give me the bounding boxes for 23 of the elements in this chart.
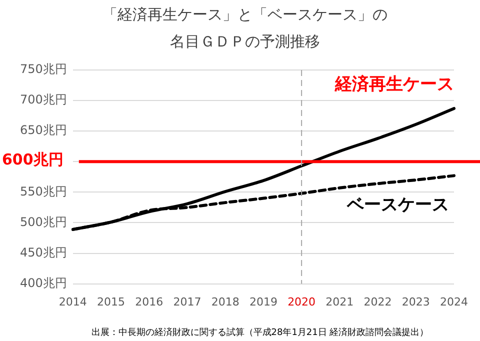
chart-title: 「経済再生ケース」と「ベースケース」の名目ＧＤＰの予測推移: [102, 5, 388, 50]
series-label: ベースケース: [346, 195, 450, 216]
x-tick-label: 2024: [440, 295, 468, 308]
y-tick-label: 550兆円: [20, 184, 67, 198]
y-tick-label: 400兆円: [20, 276, 67, 290]
y-tick-label: 750兆円: [20, 62, 67, 76]
y-tick-label: 650兆円: [20, 123, 67, 138]
x-tick-label: 2020: [288, 295, 316, 308]
y-tick-label: 500兆円: [20, 214, 67, 229]
x-tick-label: 2015: [97, 295, 126, 308]
x-tick-label: 2022: [364, 295, 392, 308]
x-tick-label: 2017: [173, 295, 202, 308]
x-tick-label: 2016: [135, 295, 164, 308]
x-tick-label: 2019: [249, 295, 278, 308]
annotation: 経済再生ケース: [334, 74, 454, 94]
text: 出展：中長期の経済財政に関する試算（平成28年1月21日 経済財政諮問会議提出）: [91, 326, 429, 338]
y-tick-label: 700兆円: [20, 92, 67, 107]
x-tick-label: 2023: [402, 295, 430, 308]
y-tick-label: 450兆円: [20, 245, 67, 260]
x-tick-label: 2018: [211, 295, 240, 308]
x-tick-label: 2021: [326, 295, 354, 308]
x-tick-label: 2014: [58, 295, 87, 308]
ref-line-label: 600兆円: [2, 150, 64, 169]
